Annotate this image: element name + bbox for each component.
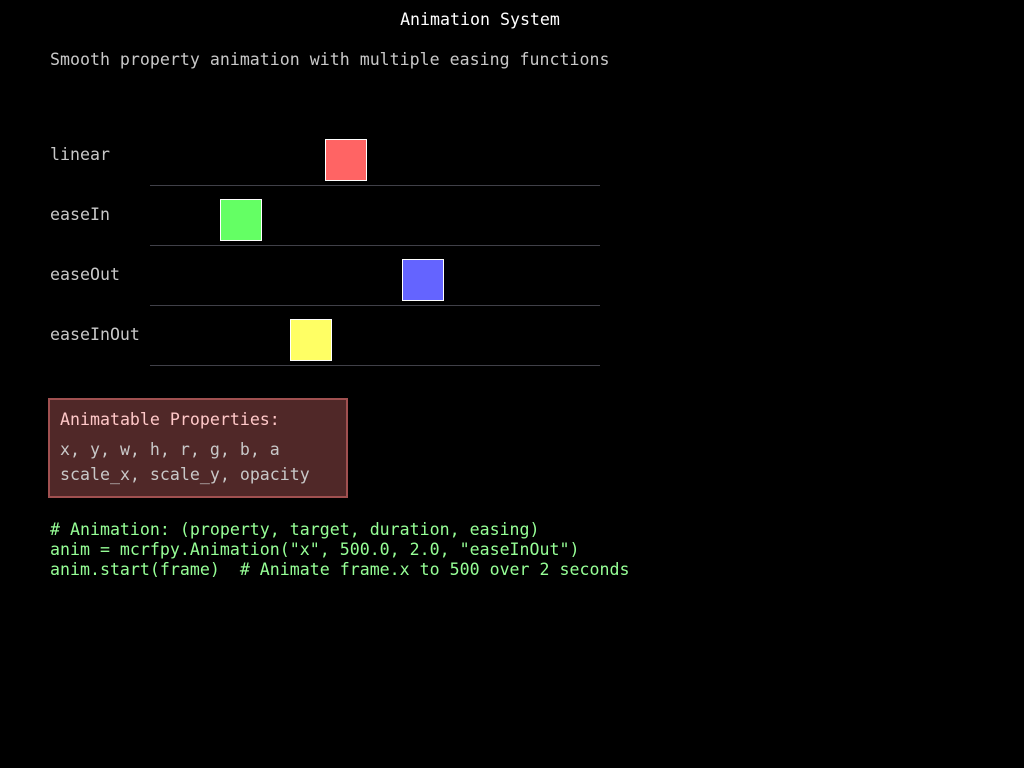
lane-label-linear: linear	[50, 145, 110, 164]
properties-line-2: scale_x, scale_y, opacity	[60, 465, 310, 484]
code-line-3: anim.start(frame) # Animate frame.x to 5…	[50, 560, 630, 579]
lane-label-easeIn: easeIn	[50, 205, 110, 224]
lane-label-easeOut: easeOut	[50, 265, 120, 284]
animated-square-linear	[325, 139, 367, 181]
properties-box: Animatable Properties: x, y, w, h, r, g,…	[48, 398, 348, 498]
lane-label-easeInOut: easeInOut	[50, 325, 140, 344]
properties-line-1: x, y, w, h, r, g, b, a	[60, 440, 280, 459]
properties-heading: Animatable Properties:	[60, 410, 280, 429]
lane-track	[150, 305, 600, 306]
lane-track	[150, 185, 600, 186]
animated-square-easeOut	[402, 259, 444, 301]
code-line-2: anim = mcrfpy.Animation("x", 500.0, 2.0,…	[50, 540, 580, 559]
code-line-1: # Animation: (property, target, duration…	[50, 520, 540, 539]
lane-track	[150, 245, 600, 246]
animated-square-easeIn	[220, 199, 262, 241]
animated-square-easeInOut	[290, 319, 332, 361]
page-title: Animation System	[400, 10, 560, 29]
lane-track	[150, 365, 600, 366]
subtitle: Smooth property animation with multiple …	[50, 50, 610, 69]
